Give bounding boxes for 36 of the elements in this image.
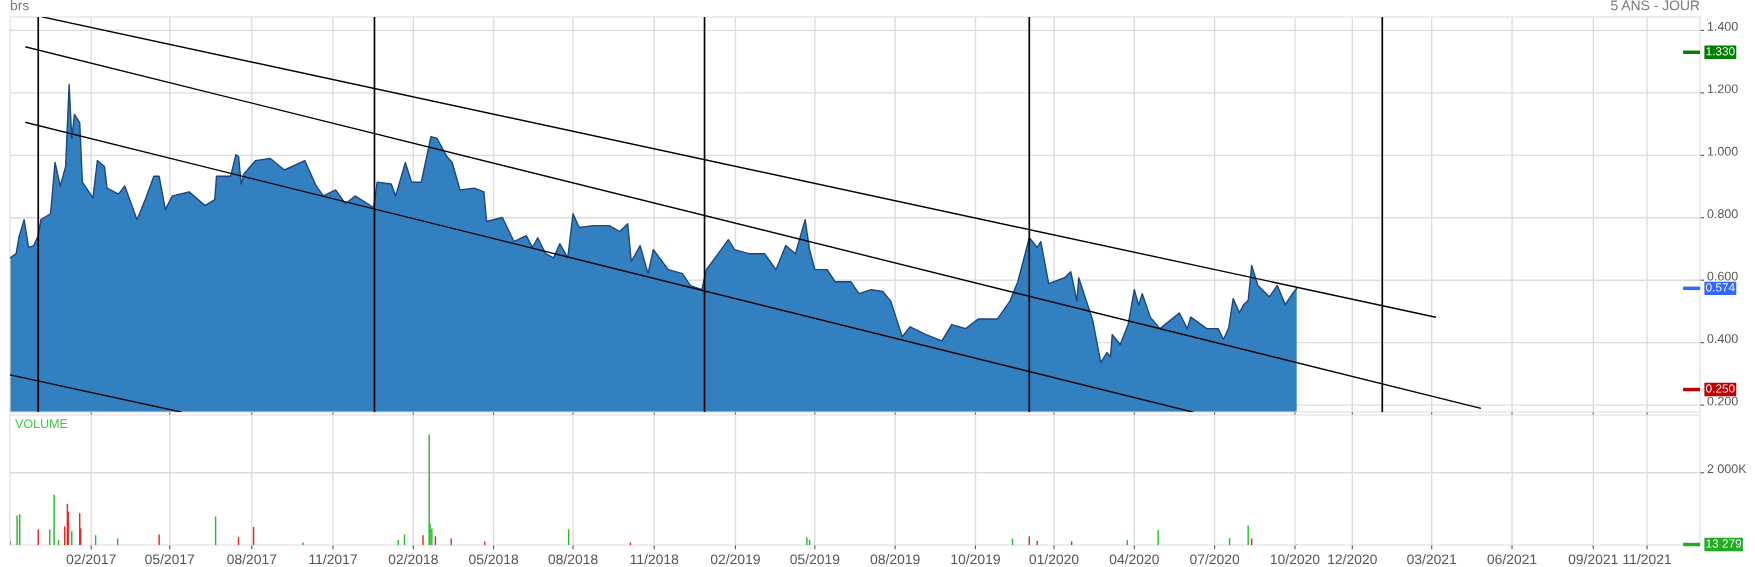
- x-tick-label: 08/2019: [870, 554, 920, 565]
- ref-line-label: 13 279: [1706, 539, 1742, 548]
- x-tick-label: 02/2018: [388, 554, 438, 565]
- x-tick-label: 02/2017: [66, 554, 116, 565]
- x-tick-label: 11/2018: [630, 554, 679, 565]
- x-tick-label: 11/2017: [309, 554, 357, 565]
- y-tick-label: 2 000K: [1707, 464, 1747, 474]
- x-tick-label: 02/2019: [710, 554, 760, 565]
- ref-line-label: 1.330: [1706, 47, 1735, 56]
- y-tick-label: 1.200: [1707, 84, 1738, 94]
- chart-title: VOLUME: [15, 419, 68, 429]
- chart-title: brs: [10, 0, 29, 11]
- x-tick-label: 01/2020: [1029, 554, 1079, 565]
- x-tick-label: 09/2021: [1568, 554, 1618, 565]
- x-tick-label: 10/2019: [951, 554, 1000, 565]
- chart-subtitle: 5 ANS - JOUR: [1611, 0, 1700, 11]
- x-tick-label: 08/2018: [548, 554, 598, 565]
- y-tick-label: 0.400: [1707, 334, 1738, 344]
- x-tick-label: 03/2021: [1407, 554, 1457, 565]
- x-tick-label: 04/2020: [1109, 554, 1159, 565]
- x-tick-label: 08/2017: [227, 554, 277, 565]
- x-tick-label: 06/2021: [1487, 554, 1537, 565]
- x-tick-label: 12/2020: [1328, 554, 1377, 565]
- x-tick-label: 05/2017: [145, 554, 195, 565]
- y-tick-label: 0.800: [1707, 209, 1738, 219]
- y-tick-label: 0.200: [1707, 396, 1738, 406]
- y-tick-label: 0.600: [1707, 271, 1738, 281]
- x-tick-label: 05/2019: [790, 554, 840, 565]
- ref-line-label: 0.574: [1706, 283, 1735, 292]
- x-tick-label: 10/2020: [1270, 554, 1320, 565]
- y-tick-label: 1.400: [1707, 21, 1738, 31]
- y-tick-label: 1.000: [1707, 146, 1738, 156]
- x-tick-label: 05/2018: [469, 554, 519, 565]
- ref-line-label: 0.250: [1706, 384, 1735, 393]
- x-tick-label: 07/2020: [1190, 554, 1240, 565]
- x-tick-label: 11/2021: [1623, 554, 1671, 565]
